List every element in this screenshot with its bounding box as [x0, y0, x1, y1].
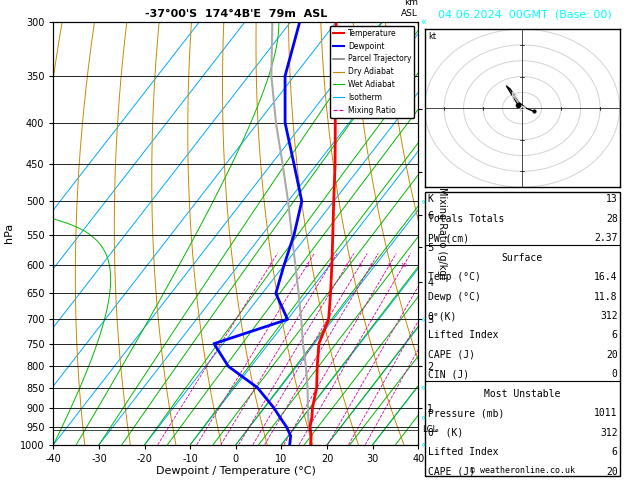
Text: 1011: 1011 — [594, 408, 618, 418]
Text: 13: 13 — [606, 194, 618, 205]
Text: 20: 20 — [606, 467, 618, 477]
Text: «: « — [420, 412, 426, 422]
Text: 6: 6 — [612, 330, 618, 341]
Text: 2: 2 — [305, 263, 309, 268]
Text: CAPE (J): CAPE (J) — [428, 467, 475, 477]
Text: 0: 0 — [612, 369, 618, 380]
Text: 20: 20 — [606, 350, 618, 360]
Text: «: « — [420, 17, 426, 27]
Text: 16.4: 16.4 — [594, 272, 618, 282]
Text: Surface: Surface — [501, 253, 543, 263]
Text: K: K — [428, 194, 433, 205]
Text: Temp (°C): Temp (°C) — [428, 272, 481, 282]
Legend: Temperature, Dewpoint, Parcel Trajectory, Dry Adiabat, Wet Adiabat, Isotherm, Mi: Temperature, Dewpoint, Parcel Trajectory… — [330, 26, 415, 118]
Text: θᵉ (K): θᵉ (K) — [428, 428, 463, 438]
Text: -37°00'S  174°4B'E  79m  ASL: -37°00'S 174°4B'E 79m ASL — [145, 9, 327, 19]
Text: CAPE (J): CAPE (J) — [428, 350, 475, 360]
Text: 28: 28 — [606, 214, 618, 224]
Text: 6: 6 — [612, 447, 618, 457]
Text: 04.06.2024  00GMT  (Base: 00): 04.06.2024 00GMT (Base: 00) — [438, 9, 612, 19]
Text: «: « — [420, 196, 426, 206]
Text: 10: 10 — [400, 263, 407, 268]
Text: PW (cm): PW (cm) — [428, 233, 469, 243]
Text: 312: 312 — [600, 311, 618, 321]
Text: 11.8: 11.8 — [594, 292, 618, 302]
Text: 312: 312 — [600, 428, 618, 438]
Text: © weatheronline.co.uk: © weatheronline.co.uk — [470, 466, 574, 475]
Text: Totals Totals: Totals Totals — [428, 214, 504, 224]
Text: 4: 4 — [345, 263, 348, 268]
Text: Dewp (°C): Dewp (°C) — [428, 292, 481, 302]
Text: «: « — [420, 382, 426, 393]
Text: km
ASL: km ASL — [401, 0, 418, 17]
Text: «: « — [420, 314, 426, 325]
Text: kt: kt — [428, 32, 437, 41]
Text: LCL: LCL — [422, 425, 437, 434]
Text: 3: 3 — [328, 263, 331, 268]
Text: Lifted Index: Lifted Index — [428, 330, 498, 341]
Text: Most Unstable: Most Unstable — [484, 389, 560, 399]
X-axis label: Dewpoint / Temperature (°C): Dewpoint / Temperature (°C) — [156, 467, 316, 476]
Text: 8: 8 — [387, 263, 391, 268]
Text: Lifted Index: Lifted Index — [428, 447, 498, 457]
Text: CIN (J): CIN (J) — [428, 369, 469, 380]
Text: «: « — [420, 440, 426, 450]
Text: 1: 1 — [269, 263, 272, 268]
Text: 5: 5 — [359, 263, 362, 268]
Y-axis label: hPa: hPa — [4, 223, 14, 243]
Text: θᵉ(K): θᵉ(K) — [428, 311, 457, 321]
Text: 2.37: 2.37 — [594, 233, 618, 243]
Text: 6: 6 — [369, 263, 373, 268]
Y-axis label: Mixing Ratio (g/kg): Mixing Ratio (g/kg) — [437, 187, 447, 279]
Text: Pressure (mb): Pressure (mb) — [428, 408, 504, 418]
